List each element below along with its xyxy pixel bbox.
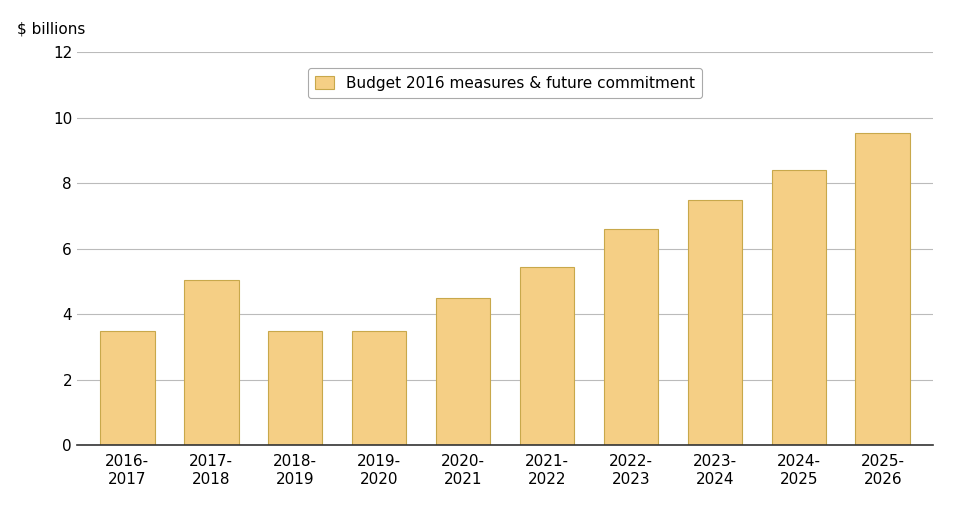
Bar: [854, 133, 909, 445]
Bar: [687, 200, 741, 445]
Text: $ billions: $ billions: [17, 21, 86, 37]
Bar: [184, 280, 238, 445]
Bar: [352, 332, 406, 445]
Legend: Budget 2016 measures & future commitment: Budget 2016 measures & future commitment: [308, 68, 702, 98]
Bar: [435, 298, 490, 445]
Bar: [519, 267, 574, 445]
Bar: [604, 228, 657, 445]
Bar: [100, 331, 155, 445]
Bar: [268, 331, 322, 445]
Bar: [771, 170, 825, 445]
